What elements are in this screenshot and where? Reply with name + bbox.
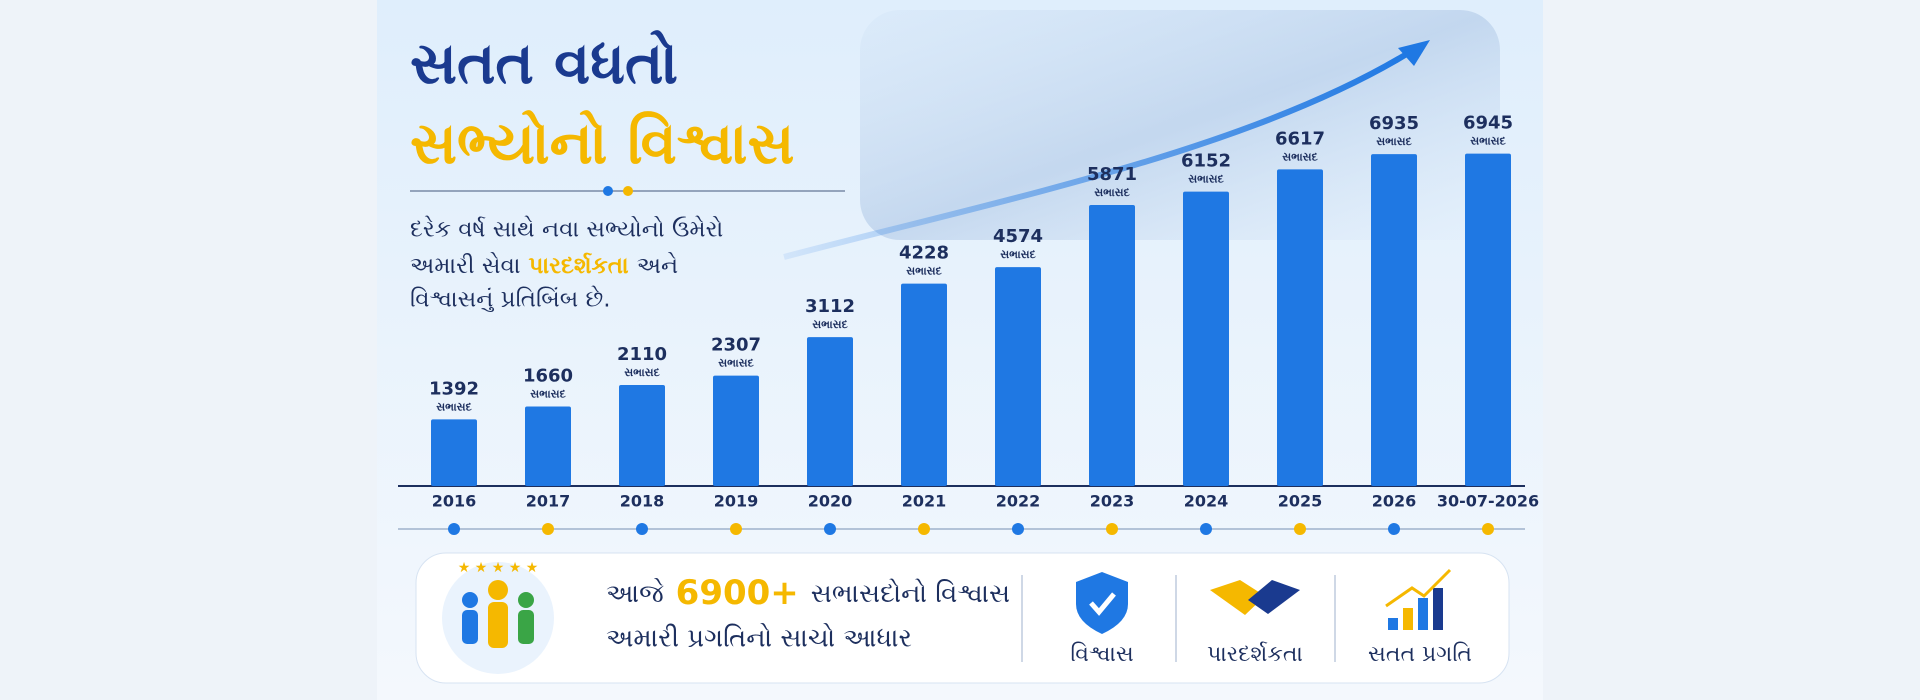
timeline-dot [636, 523, 648, 535]
x-tick-label: 2021 [902, 492, 947, 511]
value-label: 2307 [711, 335, 761, 356]
x-tick-label: 2018 [620, 492, 665, 511]
bar [1089, 205, 1135, 487]
x-tick-label: 2023 [1090, 492, 1135, 511]
bar [431, 419, 477, 486]
bar [619, 385, 665, 486]
value-label: 5871 [1087, 164, 1137, 185]
description-line: વિશ્વાસનું પ્રતિબિંબ છે. [410, 285, 611, 312]
description-line: અમારી સેવા પારદર્શકતા અને [410, 251, 678, 278]
svg-text:★ ★ ★ ★ ★: ★ ★ ★ ★ ★ [458, 560, 539, 576]
description-text: અને [637, 251, 678, 278]
value-unit: સભાસદ [436, 400, 471, 413]
divider-dot [603, 186, 613, 196]
x-tick-label: 2019 [714, 492, 759, 511]
value-label: 1392 [429, 378, 479, 399]
bar [1183, 191, 1229, 486]
bar [807, 337, 853, 486]
x-tick-label: 2017 [526, 492, 571, 511]
summary-card [415, 552, 1510, 684]
value-unit: સભાસદ [718, 357, 753, 370]
bar [995, 267, 1041, 486]
feature-label: સતત પ્રગતિ [1368, 642, 1472, 667]
bar [1465, 153, 1511, 486]
value-unit: સભાસદ [1282, 150, 1317, 163]
value-label: 4228 [899, 243, 949, 264]
value-unit: સભાસદ [1188, 173, 1223, 186]
summary-highlight: 6900+ [676, 573, 799, 613]
value-unit: સભાસદ [812, 318, 847, 331]
timeline-dot [730, 523, 742, 535]
value-label: 1660 [523, 366, 573, 387]
feature-label: વિશ્વાસ [1070, 642, 1133, 667]
bar [1371, 154, 1417, 486]
x-tick-label: 30-07-2026 [1437, 492, 1539, 511]
title-line: સભ્યોનો વિશ્વાસ [410, 109, 795, 177]
timeline-dot [1200, 523, 1212, 535]
timeline-dot [1012, 523, 1024, 535]
bar [1277, 169, 1323, 486]
group-icon: ★ ★ ★ ★ ★ [458, 560, 539, 648]
summary-text: આજે [606, 578, 664, 608]
shield-icon [1076, 572, 1128, 634]
timeline-dot [1482, 523, 1494, 535]
check-icon [1089, 592, 1116, 616]
value-label: 6152 [1181, 151, 1231, 172]
description-text: અમારી સેવા [410, 251, 521, 278]
value-unit: સભાસદ [1376, 135, 1411, 148]
timeline-dot [1294, 523, 1306, 535]
title-line: સતત વધતો [410, 29, 678, 97]
x-tick-label: 2022 [996, 492, 1041, 511]
divider-dot [623, 186, 633, 196]
value-unit: સભાસદ [1470, 135, 1505, 148]
bar [525, 406, 571, 486]
bar [713, 375, 759, 486]
timeline-dot [542, 523, 554, 535]
summary-line: આજે 6900+ સભાસદોનો વિશ્વાસ [606, 573, 1010, 613]
timeline-dot [918, 523, 930, 535]
value-label: 6945 [1463, 113, 1513, 134]
value-label: 4574 [993, 226, 1043, 247]
timeline-dot [824, 523, 836, 535]
value-unit: સભાસદ [906, 265, 941, 278]
x-tick-label: 2020 [808, 492, 853, 511]
x-tick-label: 2016 [432, 492, 477, 511]
summary-line: અમારી પ્રગતિનો સાચો આધાર [606, 624, 912, 654]
timeline-dot [1106, 523, 1118, 535]
timeline-dot [1388, 523, 1400, 535]
arrow-head [1398, 40, 1430, 66]
x-tick-label: 2024 [1184, 492, 1229, 511]
value-unit: સભાસદ [530, 388, 565, 401]
value-unit: સભાસદ [1094, 186, 1129, 199]
value-label: 6935 [1369, 113, 1419, 134]
timeline-dot [448, 523, 460, 535]
value-label: 3112 [805, 296, 855, 317]
feature-label: પારદર્શકતા [1207, 642, 1303, 667]
description-highlight: પારદર્શકતા [529, 252, 630, 279]
crowd-photo [860, 10, 1500, 240]
value-unit: સભાસદ [624, 366, 659, 379]
value-label: 6617 [1275, 128, 1325, 149]
x-tick-label: 2026 [1372, 492, 1417, 511]
description-line: દરેક વર્ષ સાથે નવા સભ્યોનો ઉમેરો [410, 215, 723, 242]
value-unit: સભાસદ [1000, 248, 1035, 261]
x-tick-label: 2025 [1278, 492, 1323, 511]
bar [901, 283, 947, 486]
handshake-icon [1210, 580, 1300, 615]
value-label: 2110 [617, 344, 667, 365]
growth-chart-icon [1385, 568, 1452, 630]
growth-arrow [783, 49, 1412, 260]
summary-text: સભાસદોનો વિશ્વાસ [811, 579, 1010, 609]
